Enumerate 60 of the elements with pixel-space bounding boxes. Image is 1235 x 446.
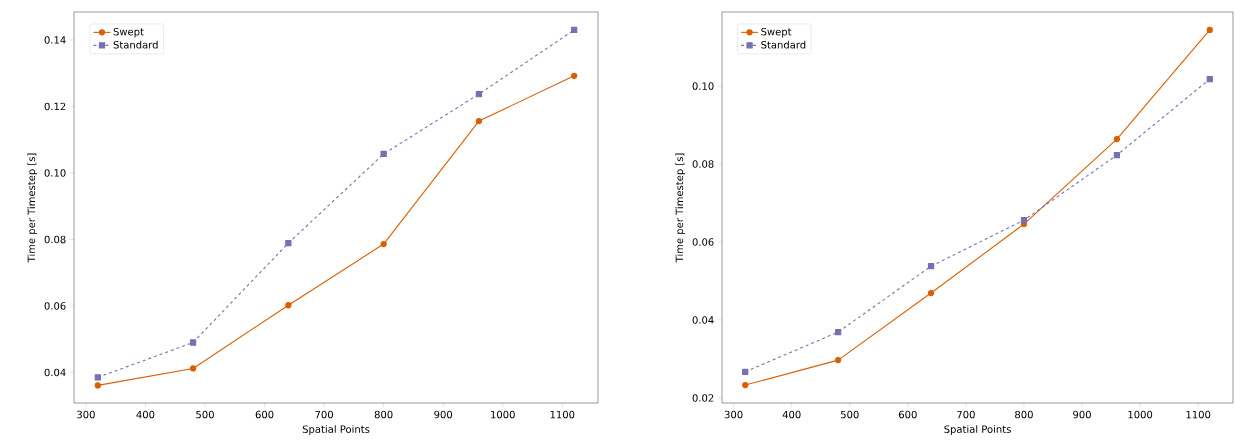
point xyxy=(927,263,935,270)
x-axis-title: Spatial Points xyxy=(944,425,1011,435)
x-tick-label: 500 xyxy=(196,410,214,419)
point xyxy=(927,289,935,297)
point xyxy=(475,117,483,125)
x-tick-label: 900 xyxy=(434,410,453,419)
y-tick-label: 0.08 xyxy=(692,160,714,168)
x-tick-label: 800 xyxy=(1015,410,1033,419)
x-tick-label: 1100 xyxy=(1186,410,1211,419)
x-tick-label: 700 xyxy=(957,410,975,419)
x-tick-label: 600 xyxy=(255,410,274,419)
point xyxy=(285,302,292,309)
point xyxy=(742,381,749,389)
point xyxy=(1113,151,1121,159)
point xyxy=(835,328,842,336)
point xyxy=(571,72,578,79)
x-tick-label: 600 xyxy=(898,410,917,419)
x-tick-label: 700 xyxy=(315,410,333,419)
y-tick-label: 0.06 xyxy=(44,302,66,310)
point xyxy=(742,368,749,375)
x-tick-label: 1000 xyxy=(491,410,515,419)
point xyxy=(475,90,483,98)
y-tick-label: 0.06 xyxy=(692,238,714,246)
x-tick-label: 400 xyxy=(136,410,155,419)
legend-label: Standard xyxy=(761,40,806,49)
y-axis-title: Time per Timestep [s] xyxy=(675,153,686,263)
x-tick-label: 1100 xyxy=(550,410,575,419)
x-tick-label: 800 xyxy=(374,410,393,419)
point xyxy=(94,382,101,389)
y-tick-label: 0.02 xyxy=(692,394,714,402)
point xyxy=(1113,135,1121,143)
y-tick-label: 0.04 xyxy=(692,316,714,324)
x-axis-title: Spatial Points xyxy=(302,425,370,435)
point xyxy=(380,240,387,248)
point xyxy=(189,365,197,372)
x-tick-label: 900 xyxy=(1073,410,1091,419)
x-tick-label: 1000 xyxy=(1128,410,1153,419)
y-tick-label: 0.12 xyxy=(44,102,66,111)
y-axis-title: Time per Timestep [s] xyxy=(27,153,38,263)
legend-label: Swept xyxy=(761,27,792,38)
x-tick-label: 500 xyxy=(840,410,859,419)
point xyxy=(1206,26,1213,34)
point xyxy=(189,339,197,346)
x-tick-label: 400 xyxy=(782,410,801,419)
point xyxy=(1206,75,1213,83)
legend-label: Standard xyxy=(113,40,158,49)
y-tick-label: 0.08 xyxy=(44,235,66,244)
point xyxy=(380,150,387,158)
point xyxy=(285,239,292,247)
x-tick-label: 300 xyxy=(724,410,743,419)
y-tick-label: 0.10 xyxy=(692,82,714,90)
point xyxy=(1020,217,1028,224)
y-tick-label: 0.14 xyxy=(44,36,66,44)
point xyxy=(571,26,578,34)
point xyxy=(835,356,842,364)
y-tick-label: 0.10 xyxy=(44,169,66,177)
legend-label: Swept xyxy=(113,27,144,38)
y-tick-label: 0.04 xyxy=(44,368,66,377)
point xyxy=(94,374,101,381)
x-tick-label: 300 xyxy=(77,410,95,419)
